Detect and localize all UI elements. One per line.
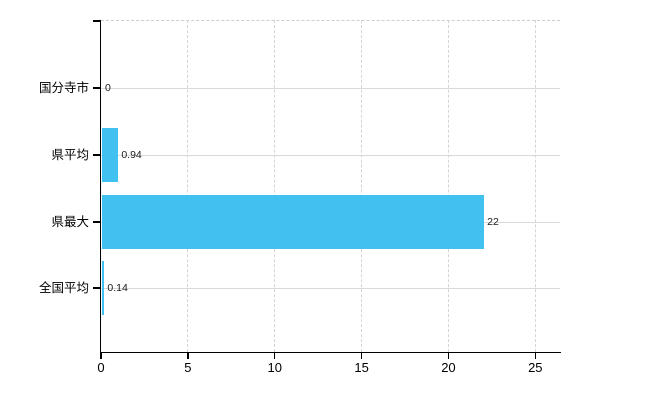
- x-axis-tick-label: 5: [184, 360, 192, 375]
- horizontal-gridline: [101, 287, 560, 289]
- category-label: 全国平均: [38, 281, 89, 295]
- category-label: 県最大: [51, 215, 89, 229]
- y-axis-tick: [93, 87, 100, 89]
- x-axis-tick-label: 0: [97, 360, 105, 375]
- y-axis-tick: [93, 221, 100, 223]
- bar-value-label: 0: [105, 82, 111, 94]
- category-label: 県平均: [51, 148, 89, 162]
- x-axis-tick: [360, 352, 363, 359]
- x-axis-tick-label: 25: [528, 360, 543, 375]
- x-axis-tick: [273, 352, 276, 359]
- bar-value-label: 22: [487, 216, 499, 228]
- y-axis-tick: [93, 154, 100, 156]
- bar-segment: [102, 195, 485, 249]
- y-axis-tick: [93, 287, 100, 289]
- x-axis-tick: [100, 352, 102, 359]
- horizontal-gridline: [101, 87, 560, 89]
- bar-value-label: 0.94: [121, 149, 142, 161]
- bar-value-label: 0.14: [107, 282, 128, 294]
- category-label: 国分寺市: [38, 81, 89, 95]
- vertical-gridline: [534, 20, 536, 352]
- bar-segment: [102, 261, 105, 315]
- vertical-gridline: [447, 20, 449, 352]
- x-axis-tick: [534, 352, 537, 359]
- horizontal-gridline: [101, 154, 560, 156]
- x-axis-tick-label: 10: [267, 360, 282, 375]
- y-axis-line: [99, 20, 102, 353]
- vertical-gridline: [187, 20, 189, 352]
- bar-segment: [102, 128, 119, 182]
- x-axis-tick: [187, 352, 189, 359]
- vertical-gridline: [274, 20, 276, 352]
- x-axis-tick-label: 15: [354, 360, 369, 375]
- plot-top-border: [101, 20, 560, 21]
- x-axis-tick: [447, 352, 450, 359]
- x-axis-line: [99, 351, 561, 354]
- x-axis-tick-label: 20: [441, 360, 456, 375]
- vertical-gridline: [361, 20, 363, 352]
- y-axis-top-tick: [93, 20, 100, 22]
